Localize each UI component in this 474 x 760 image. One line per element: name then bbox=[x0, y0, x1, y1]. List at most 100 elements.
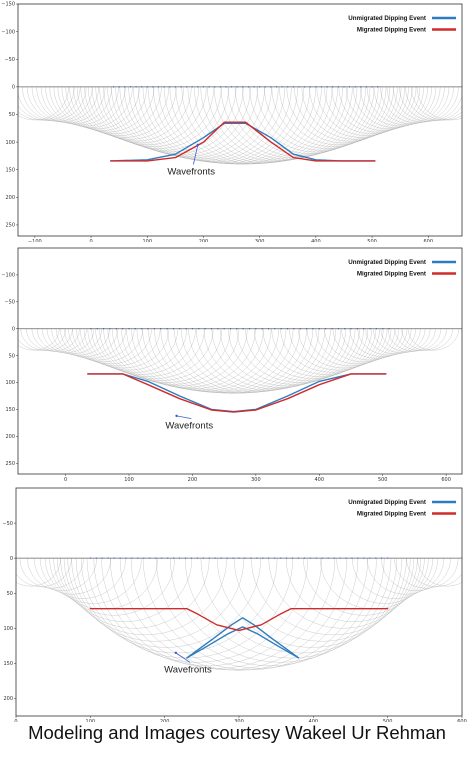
axis-ticks: −150 −100 −50 0 50 100 150 200 250 −100 0 100 200 300… bbox=[1, 2, 433, 242]
receiver-point bbox=[102, 328, 105, 330]
receiver-point bbox=[331, 328, 333, 330]
wavefront-arc bbox=[18, 86, 69, 121]
x-tick-label: 100 bbox=[142, 239, 152, 242]
x-tick-label: 300 bbox=[234, 719, 244, 722]
wavefront-arc bbox=[31, 328, 87, 353]
receiver-point bbox=[197, 86, 199, 88]
receiver-point bbox=[315, 557, 318, 559]
wavefront-arc bbox=[27, 86, 99, 123]
wavefront-arc bbox=[170, 558, 392, 663]
receiver-point bbox=[185, 328, 187, 330]
annotation-arrow bbox=[175, 652, 191, 663]
plot-frame bbox=[17, 247, 463, 475]
x-tick-label: 0 bbox=[89, 239, 92, 242]
wavefront-arc bbox=[349, 328, 416, 357]
receiver-point bbox=[191, 328, 194, 330]
annotation-arrow-head bbox=[196, 143, 200, 147]
receiver-point bbox=[202, 86, 205, 88]
wavefront-arc bbox=[55, 328, 127, 359]
x-tick-label: 600 bbox=[424, 239, 434, 242]
series-line bbox=[186, 617, 300, 659]
y-tick-label: −50 bbox=[2, 521, 13, 527]
legend-label: Migrated Dipping Event bbox=[357, 27, 426, 34]
receiver-point bbox=[149, 557, 151, 559]
wavefront-arc bbox=[88, 86, 207, 145]
wavefront-arc bbox=[394, 558, 459, 589]
wavefront-arc bbox=[61, 86, 155, 133]
receiver-point bbox=[381, 557, 383, 559]
receiver-point bbox=[332, 86, 334, 88]
receiver-point bbox=[363, 557, 365, 559]
receiver-point bbox=[135, 86, 137, 88]
wavefront-arc bbox=[155, 558, 385, 666]
wavefront-arc bbox=[401, 328, 453, 351]
chart-panel-3: −50 0 50 100 150 200 0 100 200 300 400 500 600 Wavefr… bbox=[0, 482, 474, 722]
x-tick-label: 100 bbox=[86, 719, 96, 722]
receiver-point bbox=[112, 86, 115, 88]
receiver-point bbox=[343, 328, 346, 330]
wavefront-arc bbox=[19, 558, 84, 589]
receiver-point bbox=[143, 557, 145, 559]
receiver-point bbox=[275, 86, 278, 88]
y-tick-label: 150 bbox=[5, 407, 15, 413]
wavefront-arc bbox=[31, 86, 106, 123]
receiver-point bbox=[113, 557, 115, 559]
receiver-point bbox=[256, 557, 258, 559]
annotation-label: Wavefronts bbox=[165, 421, 213, 432]
wavefront-arc bbox=[69, 86, 169, 136]
receiver-point bbox=[214, 557, 216, 559]
receiver-point bbox=[356, 328, 359, 330]
wavefront-arc bbox=[64, 328, 143, 363]
chart-legend: Unmigrated Dipping Event Migrated Dipping… bbox=[348, 499, 456, 518]
receiver-point bbox=[89, 557, 92, 559]
x-tick-label: 200 bbox=[199, 239, 209, 242]
y-tick-label: 250 bbox=[5, 223, 15, 229]
receiver-point bbox=[232, 557, 234, 559]
receiver-point bbox=[121, 328, 124, 330]
chart-2-svg: −100 −50 0 50 100 150 200 250 0 100 200 300 400 500 60… bbox=[1, 247, 463, 482]
receiver-point bbox=[166, 557, 169, 559]
wavefront-arc bbox=[373, 328, 431, 353]
wavefront-arc bbox=[394, 328, 447, 351]
chart-panel-2: −100 −50 0 50 100 150 200 250 0 100 200 300 400 500 60… bbox=[0, 242, 474, 482]
receiver-point bbox=[179, 328, 181, 330]
x-tick-label: 400 bbox=[311, 239, 321, 242]
axis-ticks: −50 0 50 100 150 200 0 100 200 300 400 500 600 bbox=[2, 521, 466, 722]
receiver-point bbox=[210, 328, 213, 330]
y-tick-label: 200 bbox=[3, 696, 13, 702]
wavefront-arc bbox=[27, 558, 97, 591]
y-tick-label: 50 bbox=[7, 591, 13, 597]
receiver-point bbox=[333, 557, 335, 559]
wavefront-arc bbox=[331, 86, 424, 133]
receiver-point bbox=[131, 557, 133, 559]
receiver-point bbox=[287, 86, 289, 88]
x-tick-label: 400 bbox=[309, 719, 319, 722]
y-tick-label: 50 bbox=[9, 353, 15, 359]
receiver-point bbox=[153, 328, 156, 330]
receiver-point bbox=[250, 557, 252, 559]
receiver-point bbox=[185, 86, 188, 88]
receiver-point bbox=[298, 86, 300, 88]
y-tick-label: 200 bbox=[5, 434, 15, 440]
receiver-point bbox=[152, 86, 154, 88]
receiver-point bbox=[157, 86, 160, 88]
wavefront-arcs bbox=[18, 86, 462, 165]
receiver-point bbox=[360, 86, 362, 88]
wavefront-arc bbox=[101, 558, 336, 669]
receiver-point bbox=[268, 557, 270, 559]
wavefront-arc bbox=[163, 86, 322, 165]
receiver-point bbox=[196, 557, 199, 559]
wavefront-arc bbox=[60, 328, 135, 361]
receiver-point bbox=[178, 557, 181, 559]
receiver-point bbox=[174, 86, 177, 88]
receiver-point bbox=[324, 328, 327, 330]
wavefront-arc bbox=[251, 558, 415, 635]
receiver-point bbox=[258, 86, 261, 88]
x-tick-label: 500 bbox=[383, 719, 393, 722]
wavefront-arc bbox=[309, 86, 413, 138]
wavefront-arc bbox=[175, 86, 333, 165]
receiver-point bbox=[343, 86, 345, 88]
wavefront-arc bbox=[76, 328, 170, 369]
wavefront-arc bbox=[357, 328, 421, 356]
chart-legend: Unmigrated Dipping Event Migrated Dipping… bbox=[348, 259, 456, 278]
